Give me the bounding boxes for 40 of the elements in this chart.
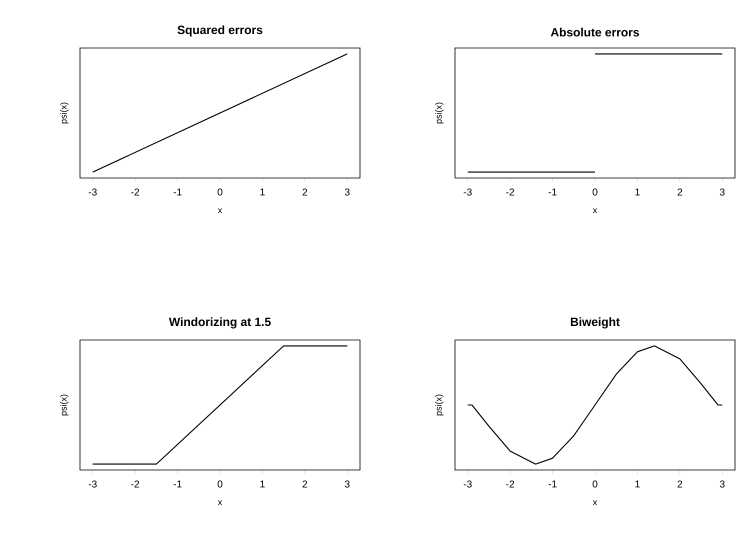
- x-tick-label: -2: [506, 480, 514, 488]
- x-tick-label: 0: [218, 480, 222, 488]
- x-tick-label: -3: [464, 480, 472, 488]
- x-tick-label: 2: [302, 480, 308, 488]
- x-tick-label: -3: [88, 188, 97, 196]
- x-tick-label: 3: [344, 480, 350, 488]
- x-tick-label: 0: [592, 480, 598, 488]
- x-tick-label: -2: [506, 188, 514, 196]
- x-tick-label: 1: [260, 480, 265, 488]
- chart-title: Squared errors: [177, 25, 262, 36]
- y-axis-title: psi(x): [435, 394, 444, 416]
- x-tick-label: 2: [678, 480, 682, 488]
- x-axis-title: x: [218, 500, 222, 506]
- x-tick-label: 0: [218, 188, 222, 196]
- x-tick-label: -2: [131, 480, 140, 488]
- y-axis-title: psi(x): [60, 394, 68, 416]
- x-tick-label: 1: [635, 188, 640, 196]
- x-tick-label: 0: [592, 188, 598, 196]
- x-tick-label: -2: [131, 188, 140, 196]
- x-axis-title: x: [218, 208, 222, 214]
- x-tick-label: -1: [174, 188, 182, 196]
- y-axis-title: psi(x): [435, 102, 444, 124]
- x-axis-title: x: [592, 208, 598, 214]
- x-tick-label: -1: [548, 480, 557, 488]
- x-tick-label: 3: [344, 188, 350, 196]
- x-tick-label: -1: [174, 480, 182, 488]
- chart-title: Windorizing at 1.5: [168, 317, 271, 328]
- y-axis-title: psi(x): [60, 102, 68, 124]
- x-tick-label: 2: [302, 188, 308, 196]
- x-tick-label: 1: [260, 188, 265, 196]
- x-axis-title: x: [592, 500, 598, 506]
- x-tick-label: -3: [464, 188, 472, 196]
- x-tick-label: 3: [720, 480, 725, 488]
- chart-title: Absolute errors: [550, 28, 640, 36]
- x-tick-label: -3: [88, 480, 97, 488]
- chart-title: Biweight: [570, 317, 620, 328]
- x-tick-label: -1: [548, 188, 557, 196]
- x-tick-label: 3: [720, 188, 725, 196]
- x-tick-label: 1: [635, 480, 640, 488]
- x-tick-label: 2: [678, 188, 682, 196]
